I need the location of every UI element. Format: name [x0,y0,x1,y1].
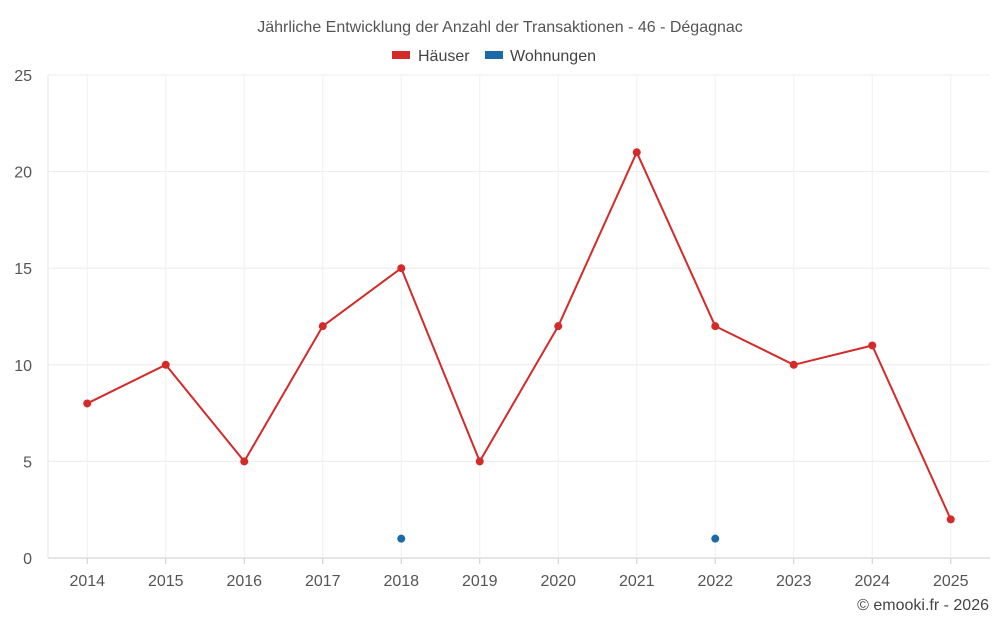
data-point[interactable] [711,534,720,543]
y-tick-label: 5 [23,454,32,471]
legend-label-haeuser: Häuser [418,48,470,65]
x-tick-label: 2016 [226,573,262,590]
y-axis: 0 5 10 15 20 25 [14,68,32,568]
x-tick-label: 2025 [933,573,969,590]
data-point[interactable] [397,264,406,273]
y-tick-label: 20 [14,165,32,182]
series-layer [83,148,955,543]
x-tick-label: 2023 [776,573,812,590]
grid [47,74,990,559]
data-point[interactable] [161,360,170,369]
legend-item-haeuser[interactable]: Häuser [392,48,470,65]
series-Wohnungen [397,534,720,543]
credit: © emooki.fr - 2026 [857,597,989,614]
data-point[interactable] [83,399,92,408]
chart-title: Jährliche Entwicklung der Anzahl der Tra… [257,19,743,36]
data-point[interactable] [711,322,720,331]
x-tick-label: 2015 [148,573,184,590]
x-tick-label: 2017 [305,573,341,590]
legend-swatch-haeuser [392,51,410,59]
x-tick-label: 2020 [540,573,576,590]
data-point[interactable] [397,534,406,543]
x-tick-label: 2022 [697,573,733,590]
series-line [86,151,952,520]
data-point[interactable] [946,515,955,524]
legend-swatch-wohnungen [485,51,503,59]
data-point[interactable] [240,457,249,466]
data-point[interactable] [632,148,641,157]
x-tick-label: 2024 [854,573,890,590]
x-tick-label: 2019 [462,573,498,590]
legend-item-wohnungen[interactable]: Wohnungen [485,48,596,65]
x-tick-label: 2014 [69,573,105,590]
x-tick-label: 2021 [619,573,655,590]
data-point[interactable] [475,457,484,466]
x-tick-label: 2018 [383,573,419,590]
legend-label-wohnungen: Wohnungen [510,48,596,65]
y-tick-label: 15 [14,261,32,278]
data-point[interactable] [789,360,798,369]
y-tick-label: 0 [23,551,32,568]
x-axis: 2014 2015 2016 2017 2018 2019 2020 2021 2022 2023… [69,558,969,590]
data-point[interactable] [318,322,327,331]
legend: Häuser Wohnungen [392,48,596,65]
data-point[interactable] [554,322,563,331]
y-tick-label: 25 [14,68,32,85]
y-tick-label: 10 [14,358,32,375]
series-Häuser [83,148,955,524]
data-point[interactable] [868,341,877,350]
